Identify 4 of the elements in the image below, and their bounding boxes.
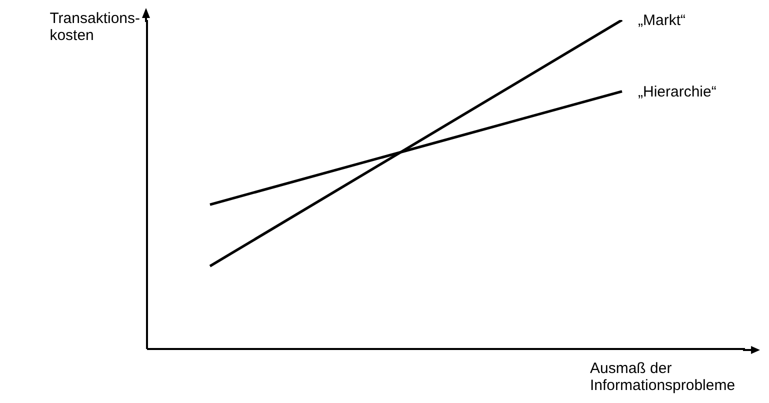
series-label: „Markt“ <box>638 12 686 29</box>
x-axis-title: Ausmaß der Informationsprobleme <box>590 360 736 394</box>
y-axis-title: Transaktions-kosten <box>50 10 140 44</box>
series-label: „Hierarchie“ <box>638 83 716 100</box>
